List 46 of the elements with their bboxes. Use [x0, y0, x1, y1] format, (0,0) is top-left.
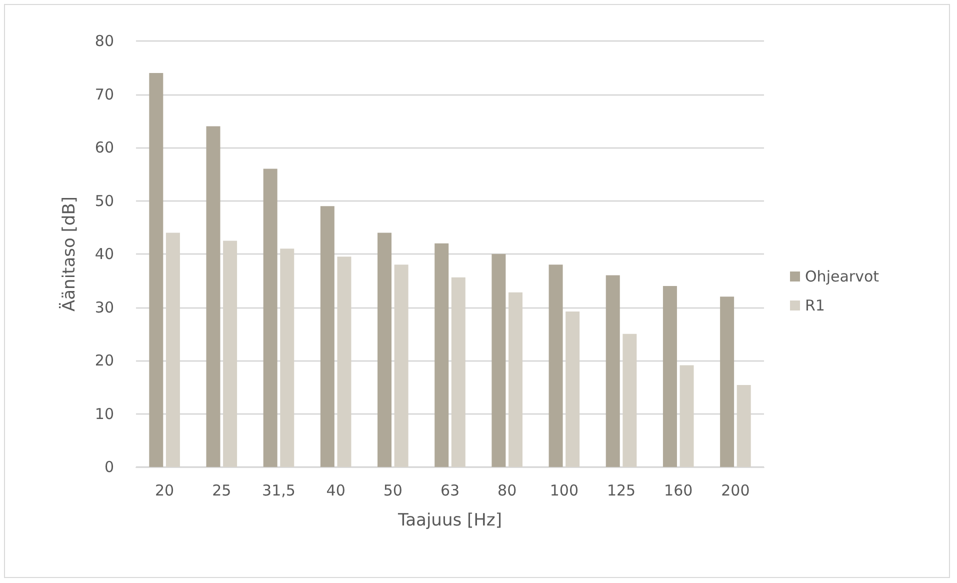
bar: [394, 264, 408, 467]
x-tick-label: 125: [606, 482, 636, 500]
y-tick-label: 60: [94, 138, 114, 156]
bar: [508, 292, 522, 467]
bar: [337, 256, 352, 467]
bar: [622, 334, 637, 467]
x-tick-label: 80: [498, 482, 517, 500]
bar: [566, 312, 580, 467]
bar: [492, 254, 506, 467]
y-axis-title: Äänitaso [dB]: [58, 196, 80, 312]
x-tick-label: 25: [212, 482, 232, 500]
bar: [736, 384, 751, 467]
y-tick-label: 80: [94, 32, 114, 50]
x-tick-label: 20: [155, 482, 174, 500]
x-tick-label: 100: [550, 482, 578, 500]
y-tick-label: 0: [104, 458, 114, 476]
y-tick-label: 40: [94, 245, 114, 263]
bar: [378, 232, 392, 467]
bar: [548, 264, 563, 467]
x-tick-label: 63: [440, 482, 460, 500]
y-tick-label: 50: [94, 192, 114, 210]
bar: [206, 126, 220, 467]
bar: [451, 277, 466, 467]
legend-label: R1: [805, 296, 825, 314]
y-tick-label: 70: [94, 85, 114, 104]
x-tick-label: 50: [383, 482, 402, 500]
bar: [263, 168, 278, 467]
bar: [223, 240, 238, 467]
bar: [662, 286, 677, 467]
bar: [149, 72, 164, 467]
y-tick-label: 30: [94, 298, 114, 316]
bar: [320, 206, 334, 467]
y-tick-label: 20: [94, 352, 114, 370]
x-tick-label: 160: [664, 482, 693, 500]
x-tick-label: 200: [721, 482, 750, 500]
x-tick-label: 40: [326, 482, 346, 500]
legend-label: Ohjearvot: [805, 268, 880, 286]
x-axis-title: Taajuus [Hz]: [397, 510, 502, 530]
bar: [166, 232, 180, 467]
bar: [434, 243, 449, 467]
bar: [680, 365, 694, 467]
x-tick-label: 31,5: [262, 482, 296, 500]
bar: [720, 296, 734, 467]
bar: [280, 248, 294, 467]
bar: [606, 275, 620, 467]
y-tick-label: 10: [94, 404, 114, 423]
